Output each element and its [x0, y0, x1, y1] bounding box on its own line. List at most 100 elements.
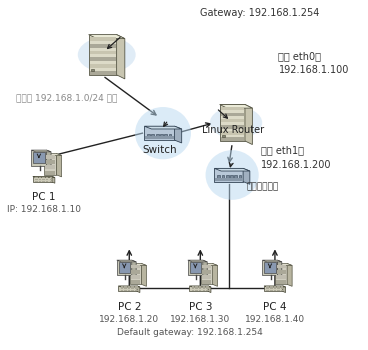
- Bar: [42, 177, 45, 178]
- Bar: [131, 288, 134, 289]
- Bar: [276, 270, 286, 274]
- Bar: [266, 286, 269, 287]
- Bar: [221, 107, 244, 110]
- Polygon shape: [190, 286, 211, 287]
- Bar: [276, 265, 286, 268]
- Polygon shape: [118, 286, 140, 287]
- Bar: [39, 181, 41, 182]
- Bar: [50, 181, 52, 182]
- Polygon shape: [264, 286, 283, 292]
- Bar: [164, 133, 167, 136]
- Bar: [121, 288, 123, 289]
- Polygon shape: [262, 260, 277, 275]
- Bar: [270, 288, 273, 289]
- Bar: [216, 177, 242, 181]
- Bar: [195, 286, 198, 287]
- Bar: [160, 133, 163, 136]
- Bar: [156, 133, 159, 136]
- Bar: [131, 290, 134, 291]
- Bar: [273, 290, 276, 291]
- Bar: [202, 286, 205, 287]
- Bar: [202, 275, 212, 279]
- Polygon shape: [264, 286, 286, 287]
- Bar: [277, 288, 280, 289]
- Polygon shape: [117, 260, 132, 275]
- Polygon shape: [89, 35, 117, 75]
- Polygon shape: [287, 264, 292, 286]
- Bar: [131, 275, 141, 279]
- Bar: [206, 286, 209, 287]
- Bar: [266, 290, 269, 291]
- Polygon shape: [275, 264, 292, 265]
- Ellipse shape: [78, 37, 136, 72]
- Polygon shape: [201, 264, 217, 265]
- Polygon shape: [208, 286, 211, 293]
- Bar: [206, 290, 209, 291]
- Polygon shape: [283, 286, 286, 293]
- Bar: [202, 265, 212, 268]
- Polygon shape: [188, 260, 207, 262]
- Bar: [90, 64, 116, 68]
- Polygon shape: [275, 264, 287, 284]
- Bar: [124, 288, 127, 289]
- Bar: [35, 179, 38, 180]
- Polygon shape: [220, 105, 245, 141]
- Text: PC 4: PC 4: [263, 302, 287, 312]
- Polygon shape: [144, 126, 174, 140]
- Bar: [221, 131, 244, 135]
- Bar: [145, 136, 173, 139]
- Polygon shape: [130, 264, 141, 284]
- Bar: [192, 288, 194, 289]
- Bar: [222, 135, 225, 138]
- Bar: [217, 175, 220, 178]
- Bar: [35, 181, 38, 182]
- Bar: [131, 270, 141, 274]
- Polygon shape: [31, 150, 51, 152]
- Bar: [266, 288, 269, 289]
- Bar: [121, 290, 123, 291]
- Bar: [281, 288, 283, 289]
- Polygon shape: [52, 176, 55, 183]
- Bar: [234, 175, 237, 178]
- Bar: [222, 175, 224, 178]
- Polygon shape: [212, 264, 217, 286]
- Ellipse shape: [135, 107, 191, 159]
- Bar: [46, 177, 49, 178]
- Bar: [192, 290, 194, 291]
- Bar: [131, 265, 141, 268]
- Polygon shape: [44, 154, 61, 155]
- Text: 內部特殊網段: 內部特殊網段: [247, 183, 279, 192]
- Polygon shape: [190, 286, 208, 292]
- Polygon shape: [31, 150, 47, 166]
- Bar: [230, 175, 233, 178]
- Text: Linux Router: Linux Router: [202, 125, 264, 135]
- Bar: [270, 286, 273, 287]
- Bar: [42, 181, 45, 182]
- Polygon shape: [243, 168, 250, 184]
- Polygon shape: [215, 168, 243, 182]
- Polygon shape: [141, 264, 146, 286]
- Polygon shape: [188, 260, 203, 275]
- Text: Gateway: 192.168.1.254: Gateway: 192.168.1.254: [200, 8, 320, 18]
- Bar: [39, 179, 41, 180]
- Bar: [90, 37, 116, 41]
- Text: IP: 192.168.1.10: IP: 192.168.1.10: [7, 205, 81, 214]
- Polygon shape: [245, 105, 252, 145]
- Bar: [135, 290, 138, 291]
- Bar: [202, 288, 205, 289]
- Bar: [35, 177, 38, 178]
- Bar: [195, 290, 198, 291]
- Bar: [90, 44, 116, 48]
- Text: 192.168.1.40: 192.168.1.40: [245, 315, 305, 324]
- Bar: [169, 133, 171, 136]
- Polygon shape: [130, 264, 146, 265]
- Bar: [128, 290, 130, 291]
- Text: 192.168.1.200: 192.168.1.200: [261, 160, 331, 169]
- Bar: [281, 290, 283, 291]
- Bar: [50, 179, 52, 180]
- Bar: [206, 288, 209, 289]
- Bar: [135, 288, 138, 289]
- Bar: [192, 286, 194, 287]
- Polygon shape: [144, 126, 182, 129]
- Bar: [199, 288, 201, 289]
